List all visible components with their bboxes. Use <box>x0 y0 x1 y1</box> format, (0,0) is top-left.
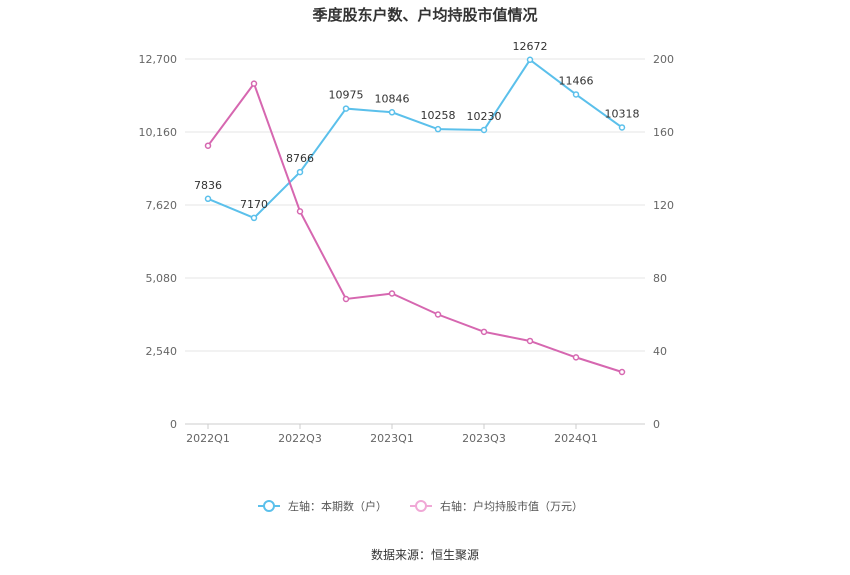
data-point[interactable] <box>296 208 304 215</box>
x-axis-ticks: 2022Q1 2022Q3 2023Q1 2023Q3 2024Q1 <box>186 424 598 445</box>
series: 7836 7170 8766 10975 10846 10258 10230 12672 114… <box>194 40 640 376</box>
grid <box>185 58 645 352</box>
data-point[interactable] <box>204 142 212 149</box>
data-label: 10975 <box>329 89 364 102</box>
data-label: 12672 <box>513 40 548 53</box>
legend[interactable]: 左轴：本期数（户） 右轴：户均持股市值（万元） <box>258 499 583 513</box>
left-tick-label: 7,620 <box>146 199 178 212</box>
source-note: 数据来源：恒生聚源 <box>371 547 479 562</box>
series-holders: 7836 7170 8766 10975 10846 10258 10230 12672 114… <box>194 40 640 222</box>
data-point[interactable] <box>434 125 442 133</box>
legend-swatch-marker <box>415 500 427 512</box>
x-tick-label: 2024Q1 <box>554 432 598 445</box>
x-tick-label: 2022Q3 <box>278 432 322 445</box>
right-tick-label: 120 <box>653 199 674 212</box>
data-point[interactable] <box>480 126 488 134</box>
legend-swatch-marker <box>263 500 275 512</box>
left-tick-label: 5,080 <box>146 272 178 285</box>
chart-title: 季度股东户数、户均持股市值情况 <box>312 6 537 24</box>
data-label: 10846 <box>375 92 410 105</box>
legend-label: 右轴：户均持股市值（万元） <box>440 499 583 513</box>
data-point[interactable] <box>388 290 396 297</box>
x-tick-label: 2023Q3 <box>462 432 506 445</box>
data-label: 7170 <box>240 198 268 211</box>
data-point[interactable] <box>250 214 258 222</box>
data-point[interactable] <box>250 80 258 87</box>
left-tick-label: 2,540 <box>146 345 178 358</box>
data-label: 11466 <box>559 74 594 87</box>
left-tick-label: 10,160 <box>139 126 178 139</box>
data-point[interactable] <box>480 328 488 336</box>
series-line <box>207 81 623 373</box>
data-point[interactable] <box>434 311 442 318</box>
data-label: 7836 <box>194 179 222 192</box>
right-tick-label: 80 <box>653 272 667 285</box>
data-label: 8766 <box>286 152 314 165</box>
right-tick-label: 160 <box>653 126 674 139</box>
data-label: 10318 <box>605 107 640 120</box>
data-point[interactable] <box>204 195 212 203</box>
legend-label: 左轴：本期数（户） <box>288 499 387 513</box>
right-axis-ticks: 0 40 80 120 160 200 <box>653 53 674 431</box>
data-point[interactable] <box>618 368 626 376</box>
left-tick-label: 12,700 <box>139 53 178 66</box>
right-tick-label: 40 <box>653 345 667 358</box>
data-point[interactable] <box>296 168 304 176</box>
legend-item[interactable]: 右轴：户均持股市值（万元） <box>410 499 583 513</box>
legend-item[interactable]: 左轴：本期数（户） <box>258 499 387 513</box>
left-axis-ticks: 0 2,540 5,080 7,620 10,160 12,700 <box>139 53 178 431</box>
data-point[interactable] <box>342 105 350 112</box>
data-point[interactable] <box>526 337 534 345</box>
data-label: 10230 <box>467 110 502 123</box>
data-point[interactable] <box>526 56 534 64</box>
x-tick-label: 2022Q1 <box>186 432 230 445</box>
data-point[interactable] <box>572 354 580 361</box>
data-point[interactable] <box>618 124 626 131</box>
left-tick-label: 0 <box>170 418 177 431</box>
x-tick-label: 2023Q1 <box>370 432 414 445</box>
data-point[interactable] <box>342 295 350 303</box>
series-avg-value <box>204 80 626 376</box>
data-label: 10258 <box>421 109 456 122</box>
data-point[interactable] <box>572 91 580 98</box>
right-tick-label: 0 <box>653 418 660 431</box>
series-line <box>207 58 623 220</box>
data-point[interactable] <box>388 109 396 116</box>
right-tick-label: 200 <box>653 53 674 66</box>
